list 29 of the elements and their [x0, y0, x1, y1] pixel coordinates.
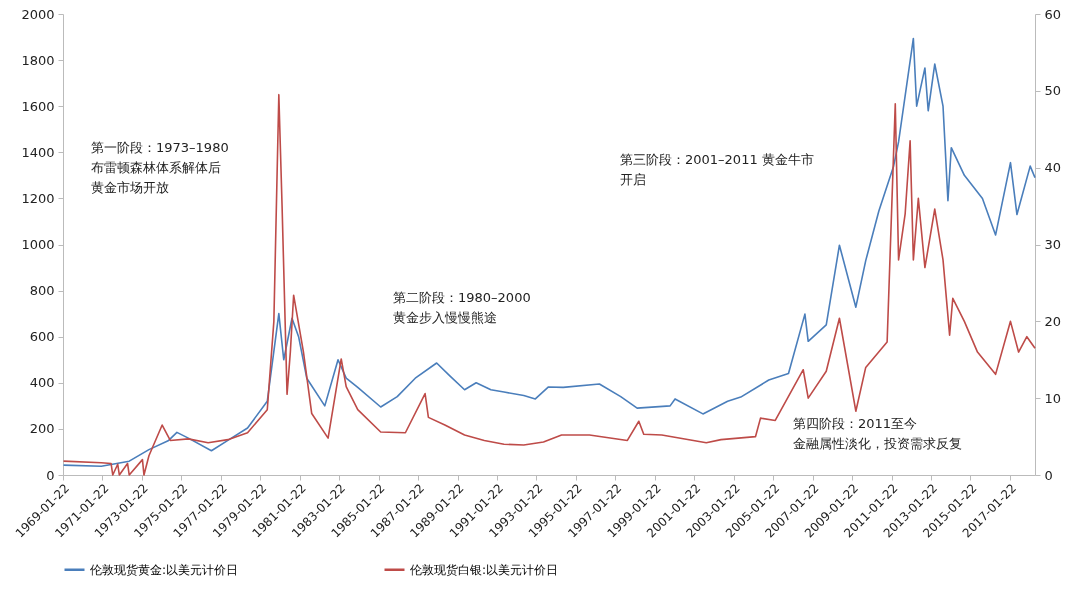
y2-tick-label: 50 [1044, 83, 1062, 99]
legend-label: 伦敦现货白银:以美元计价日 [410, 562, 559, 577]
y2-tick-label: 10 [1044, 390, 1062, 406]
y2-tick-label: 20 [1044, 313, 1062, 329]
y-tick-label: 1800 [21, 52, 55, 68]
y-tick-label: 1200 [21, 190, 55, 206]
y-tick-label: 200 [29, 421, 55, 437]
y2-tick-label: 60 [1044, 6, 1062, 22]
annotation: 黄金步入慢慢熊途 [393, 310, 497, 325]
annotation: 第二阶段：1980–2000 [393, 290, 531, 305]
y-tick-label: 0 [46, 467, 55, 483]
y2-tick-label: 40 [1044, 160, 1062, 176]
annotation: 布雷顿森林体系解体后 [91, 160, 221, 175]
y-tick-label: 1600 [21, 98, 55, 114]
y2-tick-label: 0 [1044, 467, 1053, 483]
annotation: 第四阶段：2011至今 [793, 416, 918, 431]
y-tick-label: 600 [29, 329, 55, 345]
y-tick-label: 2000 [21, 6, 55, 22]
legend-label: 伦敦现货黄金:以美元计价日 [90, 562, 239, 577]
annotation: 黄金市场开放 [91, 180, 169, 195]
y-tick-label: 800 [29, 283, 55, 299]
annotation: 第三阶段：2001–2011 黄金牛市 [620, 152, 814, 167]
y-tick-label: 400 [29, 375, 55, 391]
y2-tick-label: 30 [1044, 237, 1062, 252]
y-tick-label: 1400 [21, 144, 55, 160]
annotation: 开启 [620, 172, 646, 187]
y-tick-label: 1000 [21, 237, 55, 252]
annotation: 第一阶段：1973–1980 [91, 140, 229, 155]
annotation: 金融属性淡化，投资需求反复 [793, 436, 962, 451]
